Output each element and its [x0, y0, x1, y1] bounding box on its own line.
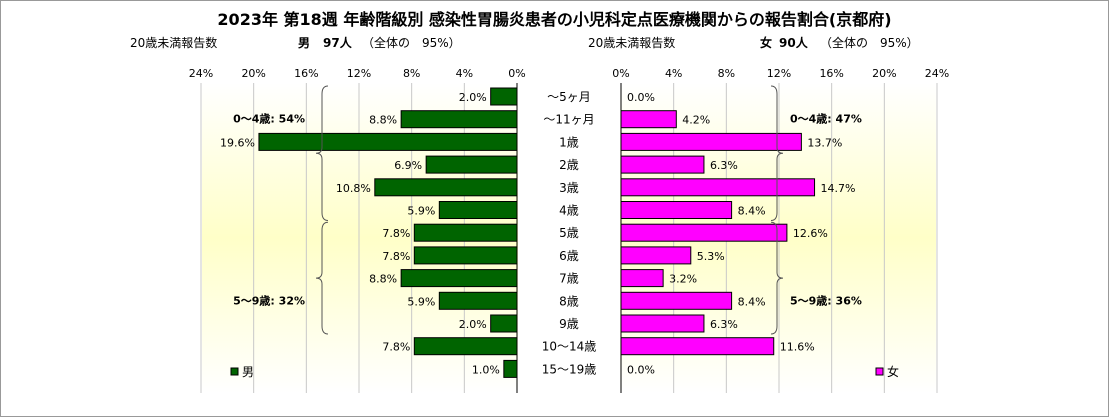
female-data-label: 0.0%	[627, 91, 655, 104]
male-bar	[438, 291, 518, 310]
female-bracket-5-9-label: 5～9歳: 36%	[790, 293, 862, 307]
chart-title: 2023年 第18週 年齢階級別 感染性胃腸炎患者の小児科定点医療機関からの報告…	[217, 10, 892, 29]
female-share: （全体の 95%）	[820, 36, 919, 50]
female-data-label: 5.3%	[697, 250, 725, 263]
female-bar	[620, 223, 788, 242]
female-legend-swatch	[875, 367, 884, 376]
male-bar	[503, 359, 518, 378]
male-data-label: 2.0%	[459, 318, 487, 331]
female-tick-label: 8%	[718, 67, 735, 80]
male-tick-label: 0%	[508, 67, 525, 80]
male-tick-label: 12%	[347, 67, 371, 80]
female-count-value: 90人	[779, 36, 808, 50]
age-category-label: 3歳	[559, 181, 579, 195]
female-bar	[620, 155, 705, 174]
female-data-label: 8.4%	[738, 295, 766, 308]
male-bar	[490, 314, 518, 333]
male-data-label: 6.9%	[394, 159, 422, 172]
male-bracket-5-9-label: 5～9歳: 32%	[233, 293, 305, 307]
male-tick-label: 16%	[294, 67, 318, 80]
female-bar	[620, 246, 692, 265]
male-tick-label: 20%	[241, 67, 265, 80]
male-bar	[400, 269, 518, 288]
male-bar	[413, 337, 518, 356]
male-bracket-5-9-brace	[315, 221, 329, 335]
female-bar	[620, 291, 733, 310]
male-count-label: 20歳未満報告数	[130, 36, 218, 50]
age-category-label: ～5ヶ月	[547, 90, 591, 104]
male-bar	[438, 201, 518, 219]
male-bar	[490, 87, 518, 106]
male-data-label: 7.8%	[382, 341, 410, 354]
male-bar	[425, 155, 518, 174]
male-bar	[258, 132, 518, 151]
male-legend-swatch	[230, 367, 239, 376]
male-data-label: 7.8%	[382, 250, 410, 263]
female-bracket-5-9-brace	[770, 221, 784, 335]
male-data-label: 5.9%	[407, 295, 435, 308]
age-category-label: 6歳	[559, 249, 579, 263]
male-bracket-0-4-label: 0～4歳: 54%	[233, 112, 305, 126]
female-bar	[620, 178, 816, 197]
female-data-label: 0.0%	[627, 363, 655, 376]
female-tick-label: 0%	[612, 67, 629, 80]
female-tick-label: 24%	[925, 67, 949, 80]
female-count-label: 20歳未満報告数	[588, 36, 676, 50]
male-bar	[413, 223, 518, 242]
female-bar	[620, 201, 733, 219]
male-data-label: 8.8%	[369, 273, 397, 286]
male-bar	[413, 246, 518, 265]
female-tick-label: 16%	[819, 67, 843, 80]
female-data-label: 14.7%	[821, 182, 856, 195]
age-category-label: 4歳	[559, 204, 579, 218]
female-tick-label: 12%	[767, 67, 791, 80]
female-bar	[620, 132, 802, 151]
male-data-label: 19.6%	[220, 136, 255, 149]
age-category-label: 10～14歳	[542, 340, 597, 354]
age-category-label: 9歳	[559, 317, 579, 331]
female-data-label: 11.6%	[780, 341, 815, 354]
male-bracket-0-4-brace	[315, 85, 329, 221]
male-tick-label: 4%	[456, 67, 473, 80]
female-bar	[620, 314, 705, 333]
male-tick-label: 8%	[403, 67, 420, 80]
male-gender-label: 男	[298, 36, 311, 50]
female-data-label: 3.2%	[669, 273, 697, 286]
male-data-label: 2.0%	[459, 91, 487, 104]
male-legend-label: 男	[242, 365, 254, 379]
male-data-label: 7.8%	[382, 227, 410, 240]
male-count-value: 97人	[323, 36, 352, 50]
male-data-label: 5.9%	[407, 205, 435, 218]
male-tick-label: 24%	[189, 67, 213, 80]
female-tick-label: 4%	[665, 67, 682, 80]
age-category-label: ～11ヶ月	[543, 113, 594, 127]
female-data-label: 4.2%	[682, 114, 710, 127]
age-category-label: 2歳	[559, 158, 579, 172]
male-share: （全体の 95%）	[362, 36, 461, 50]
age-category-label: 8歳	[559, 294, 579, 308]
age-category-label: 5歳	[559, 226, 579, 240]
female-bracket-0-4-label: 0～4歳: 47%	[790, 112, 862, 126]
female-legend-label: 女	[887, 364, 899, 379]
male-data-label: 1.0%	[472, 363, 500, 376]
female-data-label: 6.3%	[710, 318, 738, 331]
female-data-label: 13.7%	[807, 136, 842, 149]
female-data-label: 12.6%	[793, 227, 828, 240]
female-tick-label: 20%	[872, 67, 896, 80]
female-bar	[620, 337, 775, 356]
male-data-label: 8.8%	[369, 114, 397, 127]
male-bar	[374, 178, 518, 197]
male-bar	[400, 110, 518, 129]
female-bar	[620, 110, 677, 129]
female-data-label: 6.3%	[710, 159, 738, 172]
age-category-label: 1歳	[559, 135, 579, 149]
female-bar	[620, 269, 664, 288]
female-data-label: 8.4%	[738, 205, 766, 218]
age-category-label: 15～19歳	[542, 362, 597, 376]
male-data-label: 10.8%	[336, 182, 371, 195]
female-bracket-0-4-brace	[770, 85, 784, 221]
female-gender-label: 女	[760, 36, 773, 50]
age-category-label: 7歳	[559, 272, 579, 286]
